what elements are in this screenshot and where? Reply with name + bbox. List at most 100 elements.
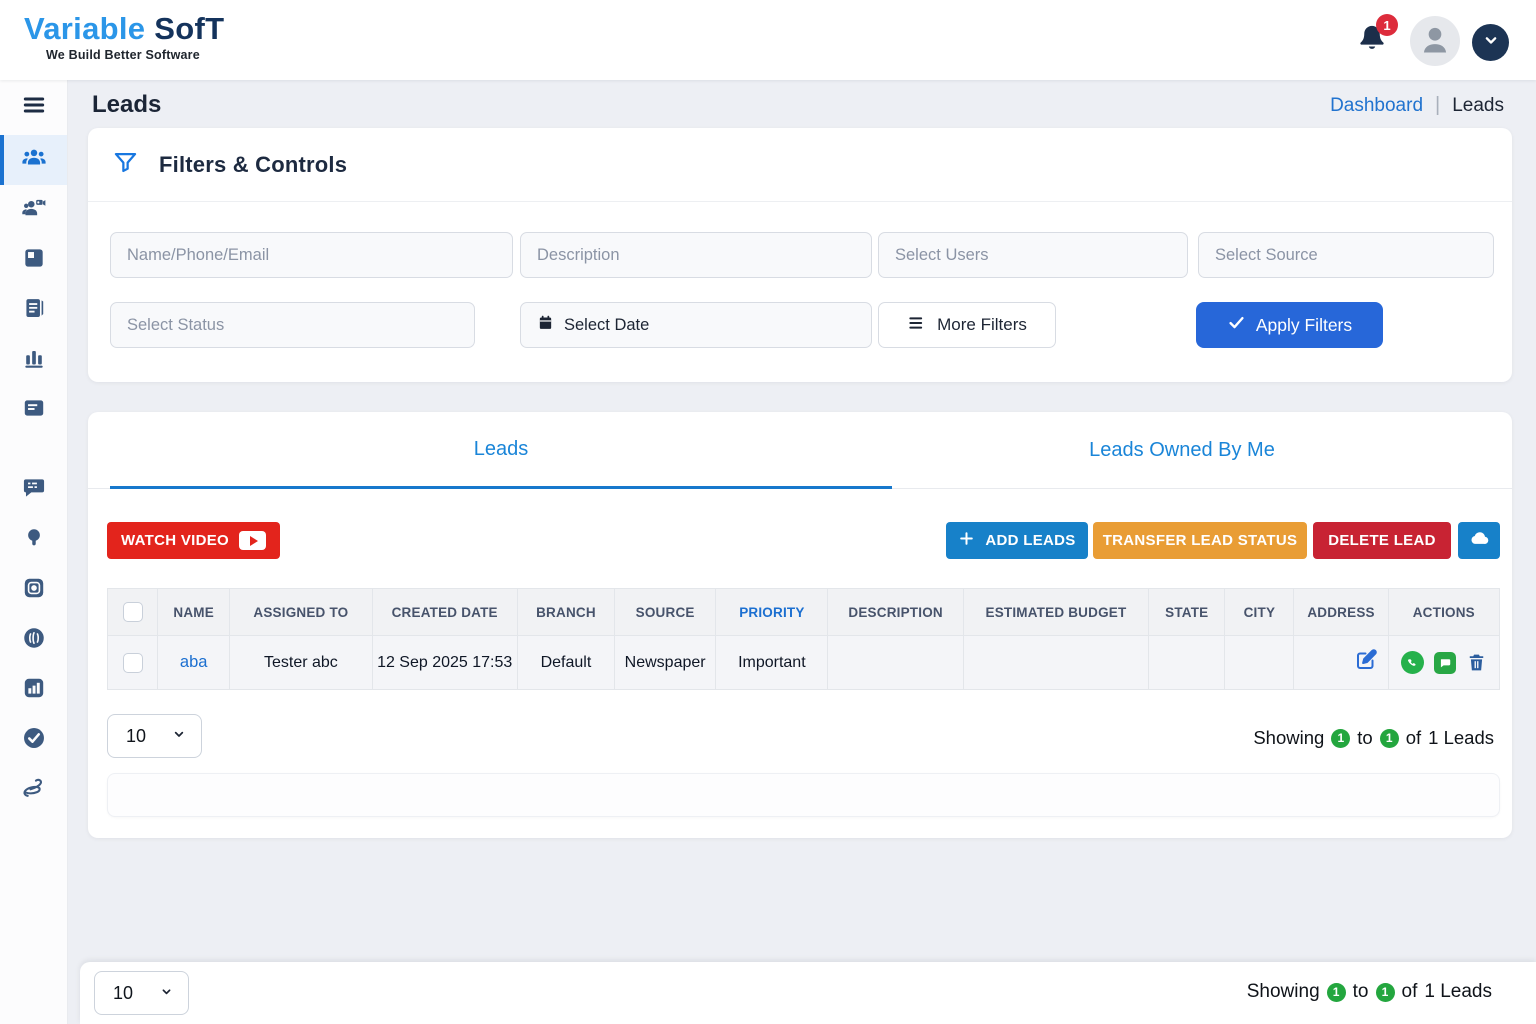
- showing-to-word: to: [1357, 727, 1373, 748]
- delete-lead-button[interactable]: DELETE LEAD: [1313, 522, 1451, 559]
- table-row: aba Tester abc 12 Sep 2025 17:53 Default…: [106, 635, 1501, 690]
- cell-actions: [1387, 635, 1501, 690]
- notifications-button[interactable]: 1: [1356, 14, 1398, 62]
- header-priority: PRIORITY: [715, 588, 829, 636]
- header-name: NAME: [157, 588, 231, 636]
- cell-description: [827, 635, 964, 690]
- header-estimated-budget: ESTIMATED BUDGET: [962, 588, 1150, 636]
- sidebar-item-documents[interactable]: [0, 285, 67, 335]
- showing-total: 1 Leads: [1428, 727, 1494, 748]
- header-city: CITY: [1224, 588, 1295, 636]
- breadcrumb-dashboard-link[interactable]: Dashboard: [1330, 94, 1424, 116]
- cell-created-date: 12 Sep 2025 17:53: [371, 635, 518, 690]
- sidebar-item-chat[interactable]: [0, 465, 67, 515]
- brand-tagline: We Build Better Software: [46, 48, 200, 62]
- sidebar-item-board[interactable]: [0, 235, 67, 285]
- sidebar-item-stats[interactable]: [0, 665, 67, 715]
- apply-filters-button[interactable]: Apply Filters: [1196, 302, 1383, 348]
- header-select-all: [106, 588, 159, 636]
- brand-logo[interactable]: Variable SofT We Build Better Software: [24, 11, 224, 62]
- edit-lead-button[interactable]: [1354, 648, 1378, 672]
- trash-icon: [1469, 654, 1484, 671]
- description-input[interactable]: [520, 232, 872, 278]
- more-filters-button[interactable]: More Filters: [878, 302, 1056, 348]
- filters-card: Filters & Controls Select Users Select S…: [88, 128, 1512, 382]
- documents-icon: [21, 295, 47, 326]
- name-phone-email-input[interactable]: [110, 232, 513, 278]
- check-circle-icon: [21, 725, 47, 756]
- sidebar-item-leads[interactable]: [0, 135, 67, 185]
- add-leads-button[interactable]: ADD LEADS: [946, 522, 1088, 559]
- sidebar-item-screen[interactable]: [0, 565, 67, 615]
- sidebar-item-tasks[interactable]: [0, 715, 67, 765]
- calendar-icon: [537, 314, 554, 336]
- watch-video-button[interactable]: WATCH VIDEO: [107, 522, 280, 559]
- sidebar-item-integrations[interactable]: [0, 765, 67, 815]
- cell-name: aba: [157, 635, 231, 690]
- chevron-down-icon: [1481, 30, 1501, 55]
- header-state: STATE: [1148, 588, 1226, 636]
- filter-funnel-icon: [112, 149, 139, 181]
- idea-pin-icon: [21, 525, 47, 556]
- account-menu-button[interactable]: [1472, 24, 1509, 61]
- sidebar-item-ideas[interactable]: [0, 515, 67, 565]
- header-created-date: CREATED DATE: [371, 588, 518, 636]
- whatsapp-button[interactable]: [1400, 651, 1424, 674]
- user-avatar[interactable]: [1410, 16, 1460, 66]
- select-status-dropdown[interactable]: Select Status: [110, 302, 475, 348]
- showing-summary: Showing 1 to 1 of 1 Leads: [1253, 727, 1494, 749]
- youtube-play-icon: [239, 531, 267, 550]
- row-checkbox[interactable]: [122, 652, 143, 673]
- sidebar-item-report[interactable]: [0, 385, 67, 435]
- delete-row-button[interactable]: [1466, 652, 1487, 673]
- hamburger-menu-icon: [21, 92, 47, 123]
- filters-header: Filters & Controls: [88, 128, 1512, 202]
- tab-leads[interactable]: Leads: [110, 412, 892, 489]
- breadcrumb: Dashboard | Leads: [1330, 94, 1504, 117]
- showing-of-word: of: [1405, 727, 1422, 748]
- transfer-lead-status-button[interactable]: TRANSFER LEAD STATUS: [1093, 522, 1307, 559]
- board-icon: [21, 245, 47, 276]
- top-header-bar: Variable SofT We Build Better Software 1: [0, 0, 1536, 80]
- bell-icon: [1356, 25, 1388, 60]
- plus-icon: [958, 530, 975, 551]
- header-assigned-to: ASSIGNED TO: [229, 588, 373, 636]
- header-branch: BRANCH: [516, 588, 616, 636]
- brand-name-secondary: SofT: [154, 11, 225, 46]
- bottom-showing-of-word: of: [1401, 981, 1418, 1002]
- page-size-select[interactable]: 10: [107, 714, 202, 758]
- sidebar-item-analytics[interactable]: [0, 335, 67, 385]
- bottom-pagination-bar: 10 Showing 1 to 1 of 1 Leads: [80, 962, 1536, 1024]
- table-header-row: NAME ASSIGNED TO CREATED DATE BRANCH SOU…: [106, 588, 1501, 636]
- apply-filters-label: Apply Filters: [1255, 314, 1353, 335]
- cell-source: Newspaper: [614, 635, 717, 690]
- select-source-dropdown[interactable]: Select Source: [1198, 232, 1494, 278]
- cell-state: [1148, 635, 1226, 690]
- select-date-field[interactable]: Select Date: [520, 302, 872, 348]
- bottom-select-chevron-icon: [159, 983, 174, 1004]
- message-button[interactable]: [1433, 651, 1456, 674]
- breadcrumb-current: Leads: [1452, 94, 1504, 116]
- lead-name-link[interactable]: aba: [179, 653, 208, 671]
- select-chevron-icon: [171, 726, 187, 747]
- sidebar-toggle-button[interactable]: [0, 80, 67, 135]
- bottom-page-size-value: 10: [113, 982, 134, 1003]
- brand-name: Variable SofT: [24, 11, 224, 47]
- row-select-cell: [106, 635, 159, 690]
- select-users-dropdown[interactable]: Select Users: [878, 232, 1188, 278]
- bottom-showing-from-badge: 1: [1326, 982, 1346, 1002]
- select-all-checkbox[interactable]: [122, 602, 143, 622]
- sidebar-item-team[interactable]: [0, 185, 67, 235]
- cloud-sync-icon: [1469, 528, 1490, 553]
- cell-assigned-to: Tester abc: [229, 635, 373, 690]
- export-cloud-button[interactable]: [1458, 522, 1500, 559]
- tab-leads-owned-by-me[interactable]: Leads Owned By Me: [1089, 439, 1275, 461]
- sidebar-item-voice[interactable]: [0, 615, 67, 665]
- cell-city: [1224, 635, 1295, 690]
- sidebar-nav: [0, 80, 68, 1024]
- select-status-placeholder: Select Status: [127, 315, 225, 334]
- bottom-page-size-select[interactable]: 10: [94, 971, 189, 1015]
- stats-square-icon: [21, 675, 47, 706]
- header-source: SOURCE: [614, 588, 717, 636]
